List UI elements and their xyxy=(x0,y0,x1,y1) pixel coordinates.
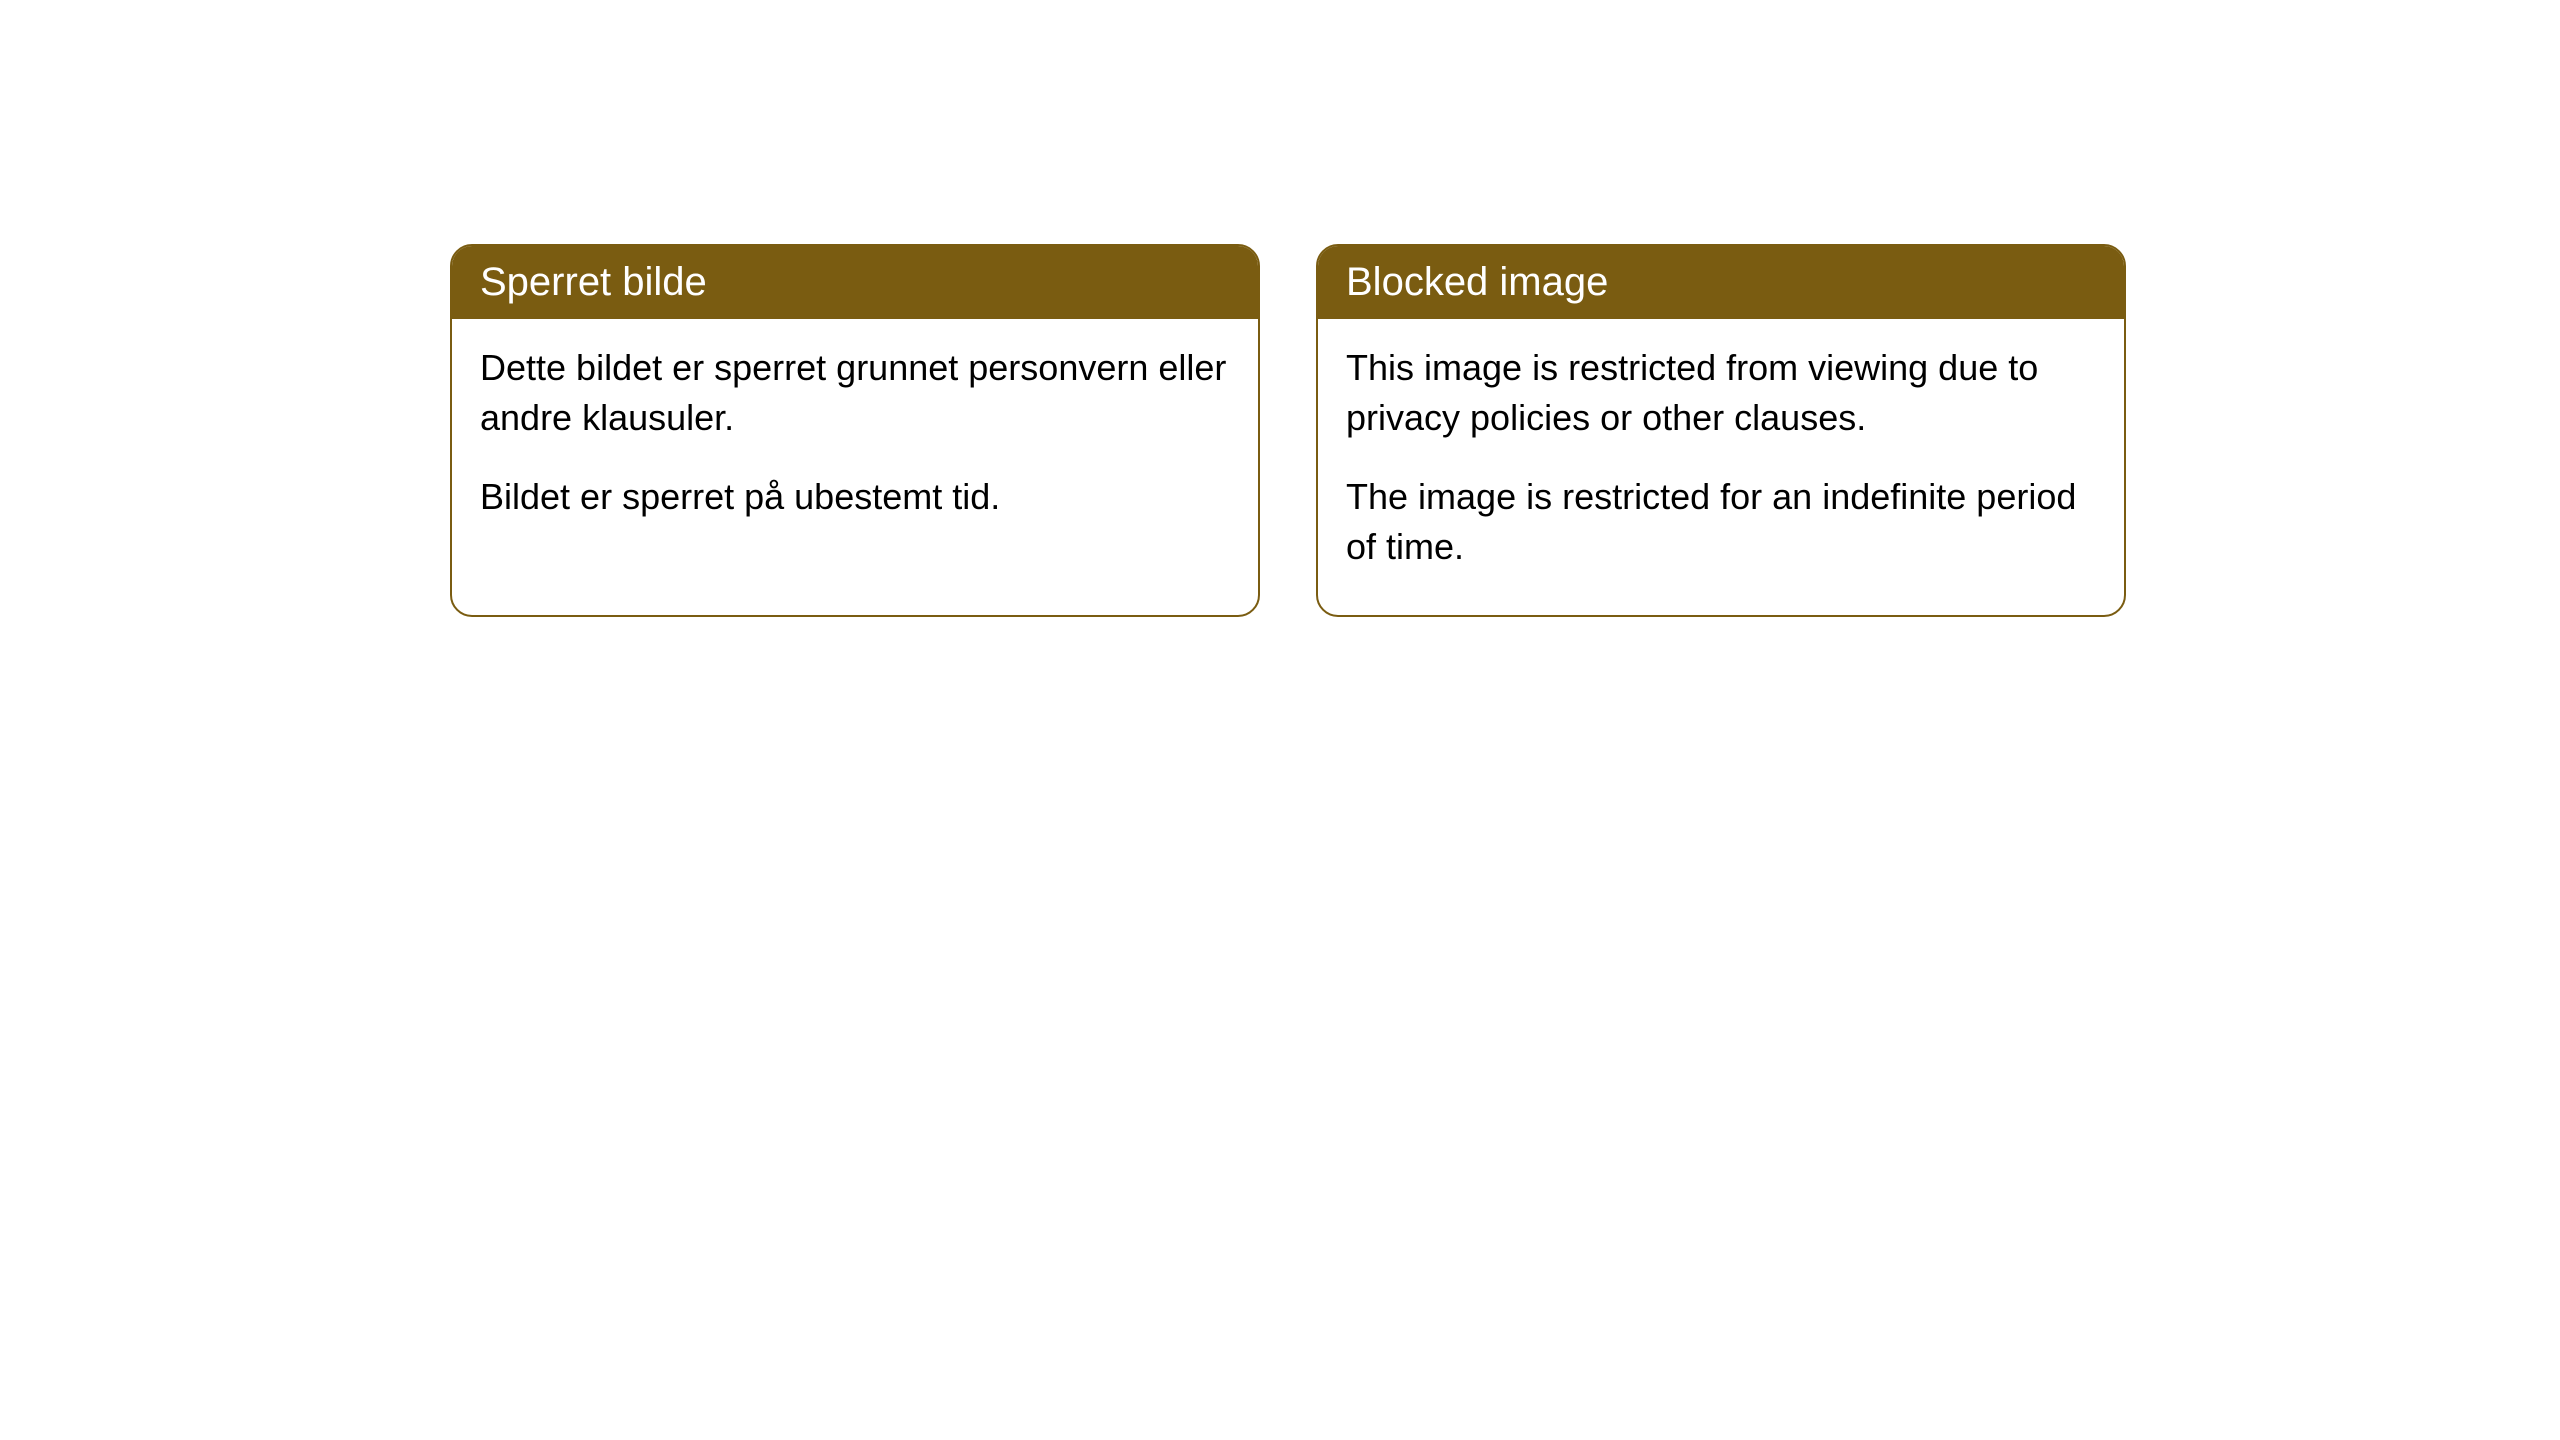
card-paragraph: The image is restricted for an indefinit… xyxy=(1346,472,2096,573)
notice-cards-container: Sperret bilde Dette bildet er sperret gr… xyxy=(0,0,2560,617)
card-paragraph: Bildet er sperret på ubestemt tid. xyxy=(480,472,1230,522)
card-paragraph: This image is restricted from viewing du… xyxy=(1346,343,2096,444)
card-paragraph: Dette bildet er sperret grunnet personve… xyxy=(480,343,1230,444)
card-title: Sperret bilde xyxy=(480,260,707,304)
notice-card-norwegian: Sperret bilde Dette bildet er sperret gr… xyxy=(450,244,1260,617)
notice-card-english: Blocked image This image is restricted f… xyxy=(1316,244,2126,617)
card-body-norwegian: Dette bildet er sperret grunnet personve… xyxy=(452,319,1258,564)
card-header-norwegian: Sperret bilde xyxy=(452,246,1258,319)
card-title: Blocked image xyxy=(1346,260,1608,304)
card-header-english: Blocked image xyxy=(1318,246,2124,319)
card-body-english: This image is restricted from viewing du… xyxy=(1318,319,2124,615)
